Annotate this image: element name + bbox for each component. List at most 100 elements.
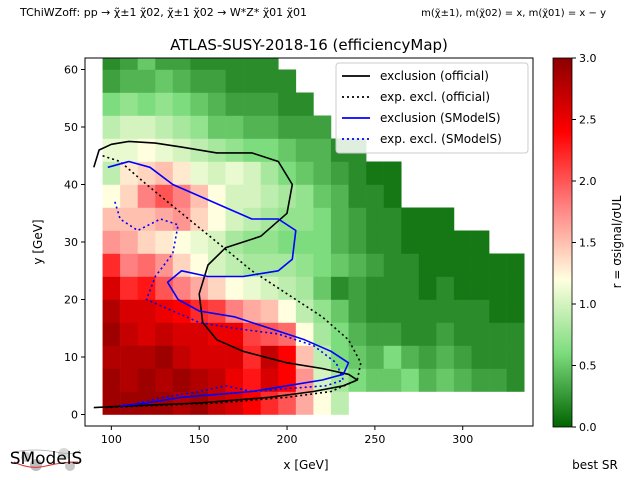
heatmap-cell [190, 161, 209, 185]
heatmap-cell [190, 345, 209, 369]
heatmap-cell [102, 115, 121, 139]
heatmap-cell [278, 115, 297, 139]
heatmap-cell [471, 276, 490, 300]
curve-exclusion-smodels [107, 160, 350, 407]
y-tick-label: 20 [64, 294, 78, 307]
heatmap-cell [155, 58, 174, 70]
heatmap-cell [330, 299, 349, 323]
heatmap-cell [225, 299, 244, 323]
heatmap-cell [383, 322, 402, 346]
heatmap-cell [243, 58, 261, 70]
heatmap-cell [260, 368, 279, 392]
heatmap-cell [190, 276, 209, 300]
heatmap-cell [137, 230, 156, 254]
heatmap-cell [207, 115, 226, 139]
heatmap-cell [225, 253, 244, 277]
heatmap-cell [243, 368, 261, 392]
heatmap-cell [190, 253, 209, 277]
heatmap-cell [102, 92, 121, 116]
y-tick-label: 40 [64, 179, 78, 192]
heatmap-cell [366, 368, 384, 392]
heatmap-cell [102, 69, 121, 93]
heatmap-cell [120, 69, 139, 93]
heatmap-cell [102, 138, 121, 162]
heatmap-cell [137, 92, 156, 116]
heatmap-cell [401, 322, 420, 346]
legend: exclusion (official) exp. excl. (official… [335, 62, 529, 154]
heatmap-cell [401, 207, 420, 231]
heatmap-cell [383, 184, 402, 208]
heatmap-cell [418, 230, 437, 254]
heatmap-cell [348, 184, 367, 208]
heatmap-cell [366, 345, 384, 369]
colorbar-tick-label: 1.0 [579, 298, 597, 311]
heatmap-cell [383, 276, 402, 300]
y-tick-label: 60 [64, 64, 78, 77]
heatmap-cell [243, 184, 261, 208]
legend-label: exp. excl. (official) [380, 90, 490, 104]
heatmap-cell [278, 207, 297, 231]
heatmap-cell [155, 391, 174, 415]
heatmap-cell [313, 322, 332, 346]
heatmap-cell [313, 115, 332, 139]
heatmap-cell [243, 276, 261, 300]
heatmap-cell [278, 299, 297, 323]
heatmap-cell [295, 322, 314, 346]
heatmap-cell [260, 184, 279, 208]
heatmap-cell [260, 391, 279, 415]
heatmap-cell [120, 184, 139, 208]
heatmap-cell [155, 69, 174, 93]
heatmap-cell [137, 58, 156, 70]
heatmap-cell [366, 276, 384, 300]
heatmap-cell [155, 138, 174, 162]
heatmap-cell [225, 391, 244, 415]
heatmap-cell [120, 24, 138, 47]
heatmap-cell [278, 230, 297, 254]
heatmap-cell [295, 161, 314, 185]
heatmap-cell [120, 138, 139, 162]
heatmap-cell [137, 184, 156, 208]
colorbar-ticks: 0.0 0.5 1.0 1.5 2.0 2.5 3.0 [572, 52, 597, 434]
chart-title: ATLAS-SUSY-2018-16 (efficiencyMap) [170, 36, 448, 54]
best-sr-label: best SR [572, 458, 618, 472]
heatmap-cell [313, 230, 332, 254]
heatmap-cell [295, 115, 314, 139]
heatmap-cell [506, 253, 525, 277]
heatmap-cell [172, 58, 191, 70]
heatmap-cell [172, 299, 191, 323]
heatmap-cell [260, 92, 279, 116]
heatmap-cell [453, 276, 472, 300]
heatmap-cell [436, 322, 455, 346]
heatmap-cell [260, 58, 279, 70]
y-tick-label: 0 [71, 409, 78, 422]
heatmap-cell [243, 115, 261, 139]
heatmap-cell [155, 115, 174, 139]
heatmap-cell [295, 299, 314, 323]
heatmap-cell [225, 115, 244, 139]
heatmap-cell [155, 161, 174, 185]
heatmap-cell [243, 253, 261, 277]
smodels-logo: SModelS [10, 448, 82, 471]
heatmap-cell [172, 276, 191, 300]
heatmap-cell [471, 345, 490, 369]
heatmap-cell [383, 253, 402, 277]
heatmap-cell [260, 276, 279, 300]
heatmap-cell [383, 345, 402, 369]
y-tick-label: 10 [64, 351, 78, 364]
heatmap-cell [383, 207, 402, 231]
heatmap-cell [260, 230, 279, 254]
heatmap-cell [313, 276, 332, 300]
heatmap-cell [207, 161, 226, 185]
heatmap-cell [295, 207, 314, 231]
heatmap-cell [137, 322, 156, 346]
heatmap-cell [260, 322, 279, 346]
heatmap-cell [295, 138, 314, 162]
heatmap-cell [453, 322, 472, 346]
heatmap-cell [506, 368, 525, 392]
heatmap-cell [172, 322, 191, 346]
heatmap-cell [401, 230, 420, 254]
heatmap-cell [120, 276, 139, 300]
heatmap-cell [295, 253, 314, 277]
heatmap-cell [137, 207, 156, 231]
heatmap-cell [313, 184, 332, 208]
